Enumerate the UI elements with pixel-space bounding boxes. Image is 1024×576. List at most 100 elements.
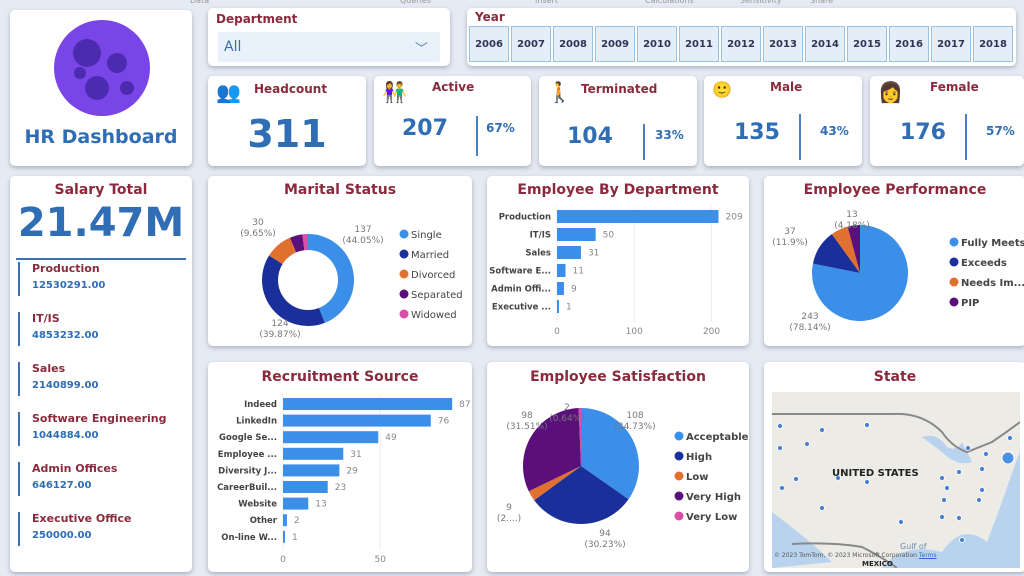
bar[interactable]	[283, 431, 379, 444]
map-state-dot[interactable]	[819, 505, 825, 511]
bar[interactable]	[283, 464, 340, 477]
legend-label[interactable]: Fully Meets	[961, 238, 1024, 249]
legend-label[interactable]: Acceptable	[686, 432, 749, 443]
map-state-dot[interactable]	[976, 497, 982, 503]
bar[interactable]	[557, 228, 596, 241]
legend-label[interactable]: PIP	[961, 298, 979, 309]
bar[interactable]	[283, 530, 285, 543]
bar[interactable]	[557, 300, 559, 313]
kpi-percent: 33%	[655, 128, 684, 142]
legend-label[interactable]: Low	[686, 472, 708, 483]
map-state-dot[interactable]	[956, 515, 962, 521]
legend-label[interactable]: Needs Im...	[961, 278, 1024, 289]
bar[interactable]	[283, 514, 287, 527]
year-option-2016[interactable]: 2016	[889, 26, 929, 62]
kpi-value: 104	[567, 124, 613, 149]
kpi-label: Terminated	[581, 82, 658, 96]
ribbon-sensitivity[interactable]: Sensitivity	[740, 0, 782, 5]
legend-label[interactable]: Married	[411, 250, 449, 261]
map-mexico-label: MEXICO	[862, 560, 893, 568]
map-state-dot[interactable]	[835, 475, 841, 481]
pie-slice-pip[interactable]	[847, 225, 860, 273]
legend-marker	[949, 277, 959, 287]
ribbon-data[interactable]: Data	[190, 0, 210, 5]
department-dropdown[interactable]: All ﹀	[218, 32, 440, 62]
pie-slice-high[interactable]	[534, 466, 629, 524]
map-state-dot[interactable]	[956, 469, 962, 475]
map-state-dot[interactable]	[898, 519, 904, 525]
map-state-dot[interactable]	[1007, 435, 1013, 441]
bar[interactable]	[283, 447, 344, 460]
map-state-dot[interactable]	[939, 475, 945, 481]
pie-slice-very-low[interactable]	[578, 408, 581, 466]
pie-slice-exceeds[interactable]	[812, 234, 860, 273]
bar[interactable]	[557, 282, 564, 295]
map-state-dot[interactable]	[793, 476, 799, 482]
year-option-2008[interactable]: 2008	[553, 26, 593, 62]
year-option-2015[interactable]: 2015	[847, 26, 887, 62]
legend-label[interactable]: Separated	[411, 290, 463, 301]
pie-slice-acceptable[interactable]	[581, 408, 639, 500]
bar[interactable]	[557, 246, 581, 259]
pie-slice-needs-im-[interactable]	[831, 226, 860, 273]
map-state-dot[interactable]	[864, 479, 870, 485]
year-option-2014[interactable]: 2014	[805, 26, 845, 62]
map-state-dot[interactable]	[819, 427, 825, 433]
map-state-dot[interactable]	[939, 514, 945, 520]
map-state-dot[interactable]	[979, 487, 985, 493]
map-state-dot[interactable]	[804, 441, 810, 447]
year-option-2009[interactable]: 2009	[595, 26, 635, 62]
data-label-value: 108	[626, 411, 643, 421]
category-label: Diversity J...	[218, 466, 277, 476]
bar[interactable]	[283, 398, 453, 410]
bar-value-label: 1	[292, 533, 298, 543]
male-face-icon: 🙂	[712, 80, 732, 99]
year-option-2012[interactable]: 2012	[721, 26, 761, 62]
map-state-dot[interactable]	[979, 466, 985, 472]
year-option-2007[interactable]: 2007	[511, 26, 551, 62]
legend-label[interactable]: Very Low	[686, 512, 737, 523]
salary-dept-name: Admin Offices	[32, 462, 118, 475]
pie-slice-low[interactable]	[528, 466, 581, 501]
map-state-dot[interactable]	[777, 445, 783, 451]
legend-label[interactable]: High	[686, 452, 712, 463]
pie-slice-very-high[interactable]	[523, 408, 581, 492]
ribbon-share[interactable]: Share	[810, 0, 834, 5]
bar[interactable]	[557, 210, 719, 223]
year-option-2013[interactable]: 2013	[763, 26, 803, 62]
ribbon-insert[interactable]: Insert	[535, 0, 558, 5]
map-state-dot[interactable]	[777, 423, 783, 429]
map-state-dot[interactable]	[944, 485, 950, 491]
legend-label[interactable]: Divorced	[411, 270, 455, 281]
map-state-bubble[interactable]	[1001, 451, 1015, 465]
divider	[16, 258, 186, 260]
year-option-2018[interactable]: 2018	[973, 26, 1013, 62]
map-state-dot[interactable]	[779, 485, 785, 491]
map-state-dot[interactable]	[965, 445, 971, 451]
year-option-2017[interactable]: 2017	[931, 26, 971, 62]
bar[interactable]	[283, 414, 431, 427]
bar[interactable]	[283, 481, 328, 493]
salary-dept-name: Production	[32, 262, 100, 275]
x-tick-label: 50	[374, 555, 386, 565]
map-canvas[interactable]: UNITED STATES Gulf of MEXICO © 2023 TomT…	[772, 392, 1020, 568]
data-label-percent: (44.05%)	[342, 236, 383, 246]
bar-value-label: 87	[459, 400, 470, 410]
legend-label[interactable]: Single	[411, 230, 442, 241]
map-state-dot[interactable]	[959, 537, 965, 543]
bar[interactable]	[283, 497, 309, 510]
year-option-2011[interactable]: 2011	[679, 26, 719, 62]
bar[interactable]	[557, 264, 566, 277]
ribbon-calculations[interactable]: Calculations	[645, 0, 694, 5]
year-option-2010[interactable]: 2010	[637, 26, 677, 62]
legend-label[interactable]: Exceeds	[961, 258, 1007, 269]
legend-label[interactable]: Very High	[686, 492, 741, 503]
map-state-dot[interactable]	[941, 497, 947, 503]
map-state-dot[interactable]	[864, 422, 870, 428]
year-option-2006[interactable]: 2006	[469, 26, 509, 62]
map-terms-link[interactable]: Terms	[918, 552, 937, 559]
kpi-percent: 43%	[820, 124, 849, 138]
legend-label[interactable]: Widowed	[411, 310, 457, 321]
map-state-dot[interactable]	[983, 451, 989, 457]
ribbon-queries[interactable]: Queries	[400, 0, 431, 5]
